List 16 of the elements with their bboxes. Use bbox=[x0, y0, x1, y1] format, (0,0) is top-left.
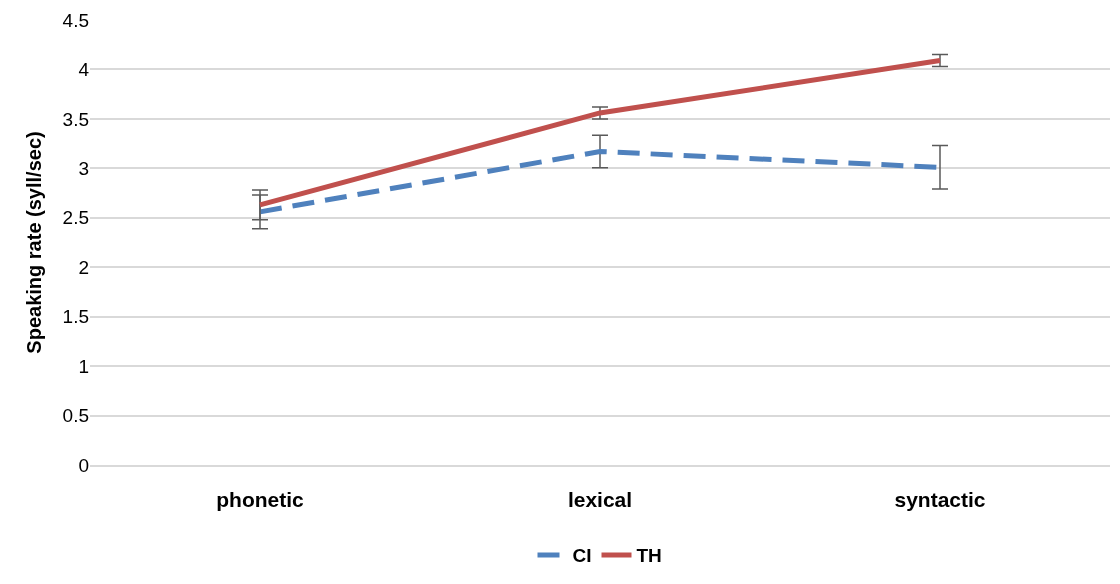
x-tick-label: lexical bbox=[567, 488, 633, 512]
y-tick-label: 1 bbox=[78, 355, 89, 377]
legend-label: TH bbox=[636, 545, 662, 567]
y-tick-label: 0.5 bbox=[62, 405, 89, 427]
x-tick-label: phonetic bbox=[216, 488, 305, 512]
x-tick-label: syntactic bbox=[894, 488, 986, 512]
y-tick-label: 1.5 bbox=[62, 306, 89, 328]
y-tick-label: 4 bbox=[78, 59, 90, 81]
y-tick-label: 2 bbox=[78, 256, 89, 278]
y-tick-label: 3.5 bbox=[62, 108, 89, 130]
y-tick-label: 0 bbox=[78, 454, 89, 476]
y-tick-label: 4.5 bbox=[62, 9, 89, 31]
y-tick-label: 3 bbox=[78, 157, 89, 179]
legend-label: CI bbox=[572, 545, 592, 567]
y-tick-label: 2.5 bbox=[62, 207, 89, 229]
y-axis-title: Speaking rate (syll/sec) bbox=[23, 131, 46, 354]
